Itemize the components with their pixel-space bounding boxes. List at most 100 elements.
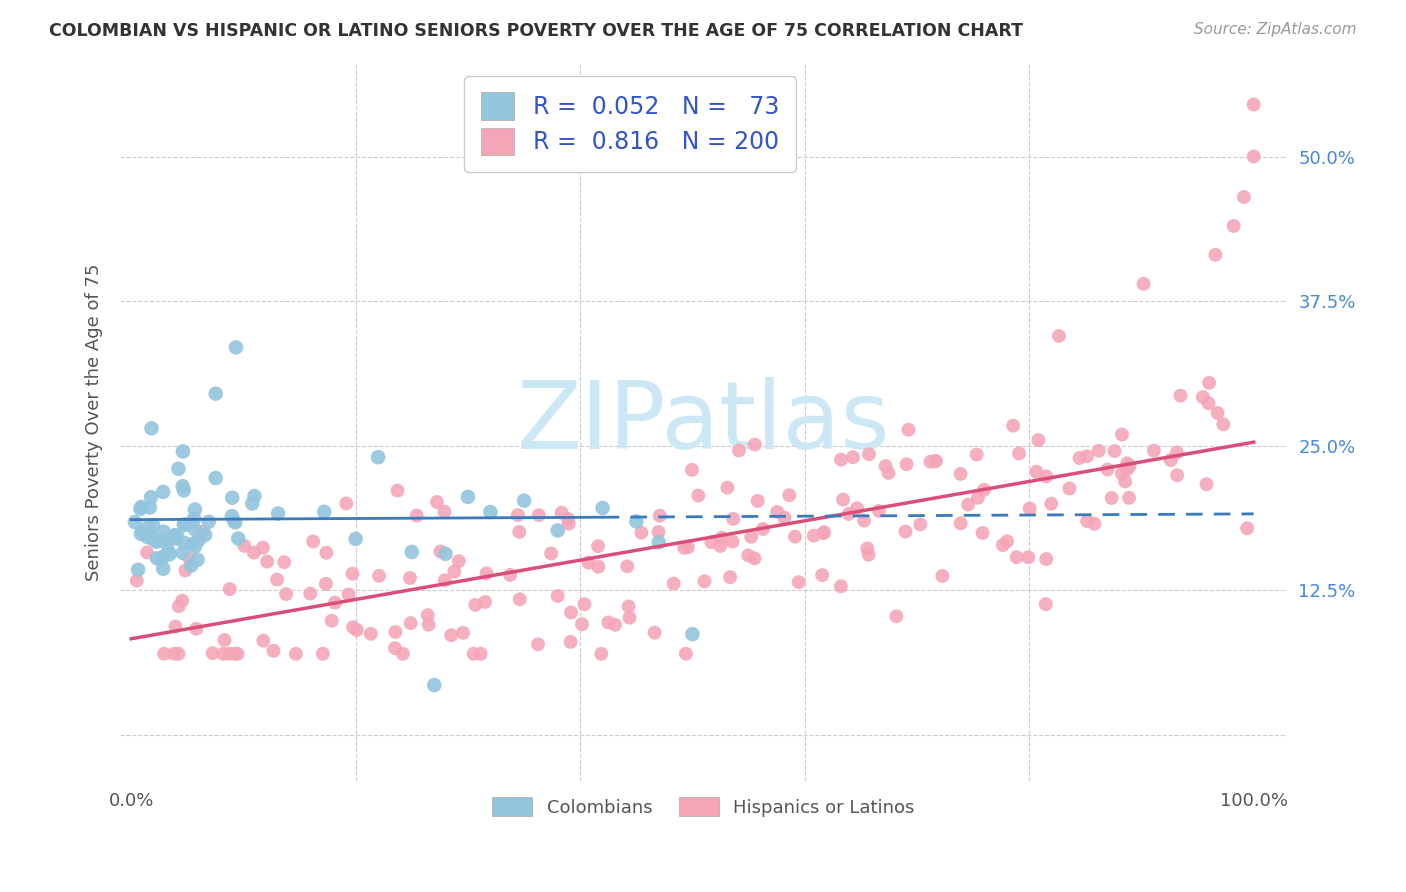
Point xyxy=(1017,550,1039,565)
Point xyxy=(218,582,240,596)
Point xyxy=(778,488,800,502)
Point xyxy=(367,450,389,465)
Point xyxy=(387,483,409,498)
Point xyxy=(145,534,167,549)
Point xyxy=(150,551,173,566)
Point xyxy=(550,506,572,520)
Point xyxy=(167,462,190,476)
Point xyxy=(1035,597,1057,611)
Point xyxy=(204,471,226,485)
Point xyxy=(783,530,806,544)
Point xyxy=(191,524,214,539)
Point xyxy=(186,622,208,636)
Point xyxy=(752,522,775,536)
Point xyxy=(766,505,789,519)
Point xyxy=(314,505,336,519)
Point xyxy=(894,524,917,539)
Point xyxy=(267,507,290,521)
Point xyxy=(172,444,194,458)
Point xyxy=(547,524,569,538)
Point xyxy=(676,541,699,555)
Point xyxy=(681,463,703,477)
Point xyxy=(429,544,451,558)
Point xyxy=(1047,329,1070,343)
Point xyxy=(243,489,266,503)
Point xyxy=(1059,482,1081,496)
Point xyxy=(243,546,266,560)
Point xyxy=(312,647,335,661)
Point xyxy=(966,448,988,462)
Point xyxy=(700,535,723,549)
Point xyxy=(194,528,217,542)
Point xyxy=(180,515,202,529)
Point xyxy=(616,559,638,574)
Point xyxy=(744,437,766,451)
Point xyxy=(163,647,186,661)
Point xyxy=(1008,446,1031,460)
Point xyxy=(648,535,671,549)
Point xyxy=(224,647,246,661)
Point xyxy=(1198,396,1220,410)
Point xyxy=(856,541,879,556)
Point xyxy=(1243,150,1265,164)
Point xyxy=(547,589,569,603)
Point xyxy=(221,509,243,524)
Point xyxy=(1035,552,1057,566)
Point xyxy=(226,647,249,661)
Point xyxy=(1083,516,1105,531)
Point xyxy=(224,514,246,528)
Point xyxy=(813,525,835,540)
Point xyxy=(592,501,614,516)
Point xyxy=(675,647,697,661)
Point xyxy=(875,459,897,474)
Point xyxy=(457,490,479,504)
Point xyxy=(163,528,186,542)
Point xyxy=(1101,491,1123,505)
Point xyxy=(167,599,190,614)
Point xyxy=(644,625,666,640)
Point xyxy=(125,574,148,588)
Point xyxy=(418,617,440,632)
Point xyxy=(1069,450,1091,465)
Point xyxy=(586,539,609,553)
Point xyxy=(183,522,205,536)
Point xyxy=(991,538,1014,552)
Point xyxy=(858,447,880,461)
Point xyxy=(1040,497,1063,511)
Point xyxy=(603,617,626,632)
Point xyxy=(949,516,972,531)
Point xyxy=(401,545,423,559)
Point xyxy=(747,494,769,508)
Point xyxy=(399,616,422,631)
Point xyxy=(925,454,948,468)
Point xyxy=(1192,390,1215,404)
Point xyxy=(1243,97,1265,112)
Point xyxy=(723,512,745,526)
Point xyxy=(709,539,731,553)
Point xyxy=(152,562,174,576)
Point xyxy=(136,530,159,544)
Point xyxy=(1087,443,1109,458)
Point xyxy=(384,641,406,656)
Point xyxy=(464,598,486,612)
Point xyxy=(803,528,825,542)
Point xyxy=(1132,277,1154,291)
Point xyxy=(423,678,446,692)
Point xyxy=(447,554,470,568)
Point xyxy=(949,467,972,481)
Point xyxy=(1076,449,1098,463)
Point xyxy=(647,524,669,539)
Point xyxy=(138,519,160,533)
Point xyxy=(284,647,307,661)
Point xyxy=(673,541,696,555)
Point xyxy=(886,609,908,624)
Point xyxy=(174,517,197,532)
Point xyxy=(693,574,716,589)
Point xyxy=(434,547,457,561)
Point xyxy=(141,421,163,435)
Point xyxy=(830,452,852,467)
Point xyxy=(1160,453,1182,467)
Point xyxy=(716,481,738,495)
Point xyxy=(443,565,465,579)
Point xyxy=(440,628,463,642)
